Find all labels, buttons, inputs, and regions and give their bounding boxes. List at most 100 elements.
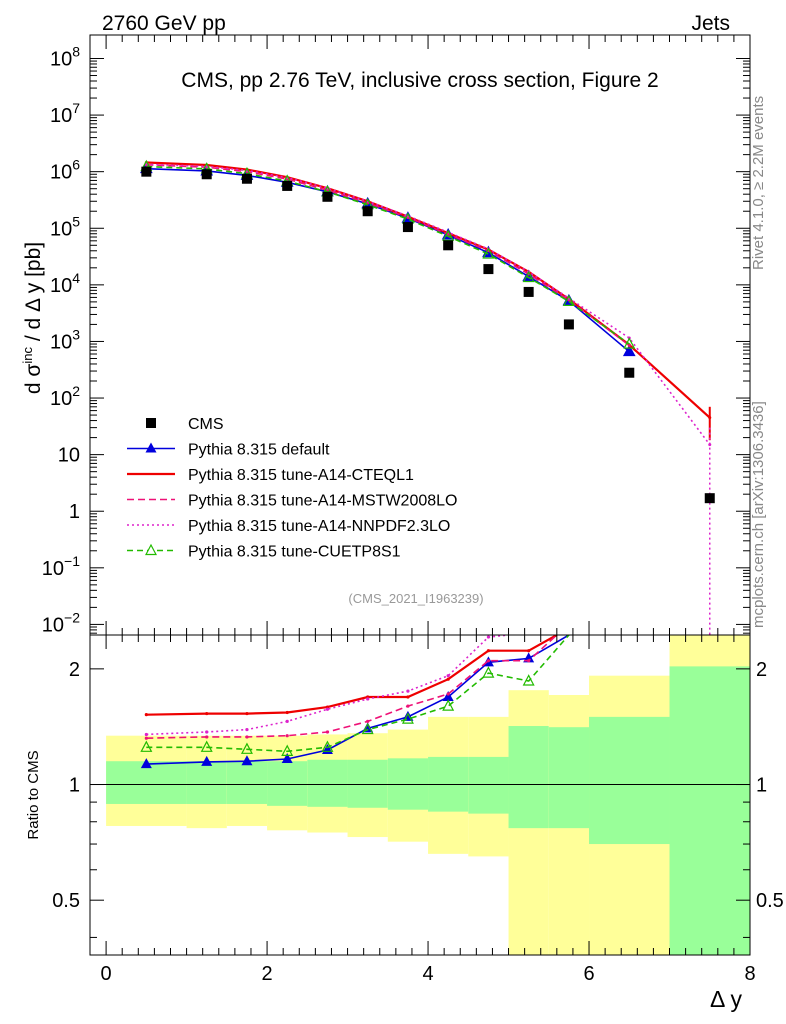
- ratio-y-axis-label: Ratio to CMS: [25, 750, 42, 839]
- uncertainty-band-inner: [508, 726, 549, 829]
- ratio-point-pythia-8-315-tune-a14-nnpdf2-3lo: [144, 732, 148, 737]
- cms-data-point: [282, 180, 293, 191]
- ratio-y-tick-label: 1: [69, 775, 80, 797]
- x-tick-label: 4: [422, 963, 433, 985]
- rivet-version-label: Rivet 4.1.0, ≥ 2.2M events: [750, 96, 767, 270]
- y-tick-label: 1: [69, 501, 80, 523]
- series-line-pythia-8-315-tune-a14-nnpdf2-3lo: [146, 163, 711, 446]
- mcplots-label: mcplots.cern.ch [arXiv:1306.3436]: [750, 401, 767, 628]
- ratio-point-pythia-8-315-tune-a14-nnpdf2-3lo: [245, 727, 249, 732]
- y-tick-base: 10: [50, 331, 72, 353]
- ratio-point-pythia-8-315-tune-a14-cteql1: [527, 649, 531, 653]
- y-tick-label: 10−2: [42, 609, 80, 636]
- uncertainty-band-inner: [669, 666, 750, 955]
- y-tick-base: 10: [42, 558, 64, 580]
- x-axis-label: Δ y: [710, 986, 742, 1012]
- ratio-line-pythia-8-315-tune-a14-cteql1: [146, 635, 558, 716]
- ratio-line-pythia-8-315-tune-a14-nnpdf2-3lo: [146, 635, 509, 736]
- y-tick-exponent: 4: [72, 270, 80, 286]
- y-tick-exponent: 2: [72, 383, 80, 399]
- x-tick-label: 2: [262, 963, 273, 985]
- ratio-line-pythia-8-315-tune-cuetp8s1: [146, 635, 570, 753]
- ratio-marker-pythia-8-315-tune-cuetp8s1: [240, 742, 253, 754]
- ratio-point-pythia-8-315-tune-a14-nnpdf2-3lo: [325, 707, 330, 711]
- ratio-point-pythia-8-315-tune-a14-nnpdf2-3lo: [285, 719, 289, 723]
- y-tick-base: 10: [50, 275, 72, 297]
- y-tick-base: 10: [50, 105, 72, 127]
- y-tick-base: 10: [50, 162, 72, 184]
- ratio-point-pythia-8-315-tune-a14-nnpdf2-3lo: [366, 697, 370, 701]
- series-line-pythia-8-315-tune-cuetp8s1: [146, 165, 630, 345]
- cms-data-point: [362, 206, 373, 217]
- y-tick-exponent: 8: [72, 43, 80, 59]
- uncertainty-band-inner: [347, 759, 388, 808]
- y-tick-exponent: −1: [64, 553, 80, 569]
- ratio-point-pythia-8-315-tune-a14-cteql1: [446, 677, 450, 681]
- ratio-marker-pythia-8-315-tune-cuetp8s1: [321, 740, 334, 752]
- cms-data-point: [483, 264, 494, 275]
- ratio-marker-pythia-8-315-tune-cuetp8s1: [401, 712, 414, 724]
- ratio-marker-pythia-8-315-default: [201, 755, 213, 766]
- legend-marker-pythia-8-315-default: [145, 442, 157, 453]
- y-label-sup: inc: [20, 346, 35, 363]
- legend-label: Pythia 8.315 tune-CUETP8S1: [188, 544, 401, 561]
- uncertainty-band-inner: [468, 756, 509, 814]
- marker-pythia-8-315-tune-cuetp8s1: [623, 337, 636, 349]
- ratio-point-pythia-8-315-tune-a14-mstw2008lo: [446, 692, 450, 696]
- uncertainty-band-inner: [387, 758, 429, 810]
- ratio-point-pythia-8-315-tune-a14-mstw2008lo: [486, 659, 491, 663]
- ratio-point-pythia-8-315-tune-a14-mstw2008lo: [285, 734, 289, 738]
- y-tick-exponent: 3: [72, 326, 80, 342]
- legend: CMS Pythia 8.315 default Pythia 8.315 tune…: [127, 416, 457, 561]
- x-tick-label: 6: [583, 963, 594, 985]
- uncertainty-band-inner: [226, 761, 268, 804]
- ratio-point-pythia-8-315-tune-a14-mstw2008lo: [325, 730, 330, 734]
- ratio-point-pythia-8-315-tune-a14-mstw2008lo: [366, 719, 370, 723]
- ratio-point-pythia-8-315-tune-a14-nnpdf2-3lo: [205, 730, 209, 734]
- ratio-point-pythia-8-315-tune-a14-nnpdf2-3lo: [486, 635, 491, 639]
- uncertainty-band-inner: [589, 716, 670, 845]
- ratio-marker-pythia-8-315-tune-cuetp8s1: [281, 744, 294, 756]
- y-tick-label: 10: [58, 445, 80, 467]
- marker-pythia-8-315-tune-cuetp8s1: [562, 294, 575, 307]
- ratio-point-pythia-8-315-tune-a14-mstw2008lo: [205, 735, 209, 739]
- uncertainty-band-inner: [186, 761, 227, 804]
- ratio-point-pythia-8-315-tune-a14-mstw2008lo: [527, 659, 531, 663]
- ratio-marker-pythia-8-315-tune-cuetp8s1: [361, 722, 374, 735]
- ratio-point-pythia-8-315-tune-a14-mstw2008lo: [144, 736, 148, 740]
- ratio-point-pythia-8-315-tune-a14-nnpdf2-3lo: [446, 674, 450, 678]
- ratio-panel: 0 2 4 6 8 0.5 0.5 1 1 2 2 Ratio to CMS Δ y: [25, 634, 784, 1012]
- cms-data-point: [241, 173, 252, 184]
- ratio-y-tick-label-right: 0.5: [756, 890, 784, 912]
- y-tick-base: 10: [50, 388, 72, 410]
- ratio-marker-pythia-8-315-default: [281, 753, 293, 764]
- ratio-marker-pythia-8-315-default: [241, 755, 253, 766]
- y-tick-exponent: 5: [72, 213, 80, 229]
- cms-data-point: [624, 367, 635, 378]
- ratio-marker-pythia-8-315-tune-cuetp8s1: [140, 740, 153, 752]
- ratio-point-pythia-8-315-tune-a14-cteql1: [285, 710, 289, 715]
- ratio-point-pythia-8-315-tune-a14-cteql1: [486, 649, 491, 653]
- marker-pythia-8-315-tune-cuetp8s1: [482, 247, 495, 259]
- ratio-marker-pythia-8-315-tune-cuetp8s1: [200, 740, 213, 752]
- ratio-y-tick-label: 0.5: [52, 890, 80, 912]
- header-beam-label: 2760 GeV pp: [102, 12, 226, 35]
- ratio-point-pythia-8-315-tune-a14-mstw2008lo: [245, 735, 249, 739]
- y-tick-label: 107: [50, 100, 80, 127]
- cms-data-point: [201, 169, 212, 180]
- series-line-pythia-8-315-default: [146, 167, 630, 353]
- y-label-dsigma: d σ: [22, 364, 45, 395]
- ratio-marker-pythia-8-315-default: [442, 690, 454, 701]
- cms-data-point: [402, 222, 413, 233]
- uncertainty-band-inner: [106, 761, 187, 804]
- uncertainty-band-inner: [307, 759, 348, 807]
- y-tick-exponent: 6: [72, 157, 80, 173]
- cms-data-point: [443, 240, 454, 251]
- cms-data-point: [523, 286, 534, 297]
- ratio-marker-pythia-8-315-tune-cuetp8s1: [482, 666, 495, 678]
- ratio-point-pythia-8-315-tune-a14-mstw2008lo: [406, 704, 410, 708]
- ratio-marker-pythia-8-315-default: [523, 652, 535, 663]
- ratio-y-tick-label-right: 1: [756, 775, 767, 797]
- y-tick-label: 103: [50, 326, 80, 353]
- legend-label: Pythia 8.315 tune-A14-NNPDF2.3LO: [188, 518, 450, 535]
